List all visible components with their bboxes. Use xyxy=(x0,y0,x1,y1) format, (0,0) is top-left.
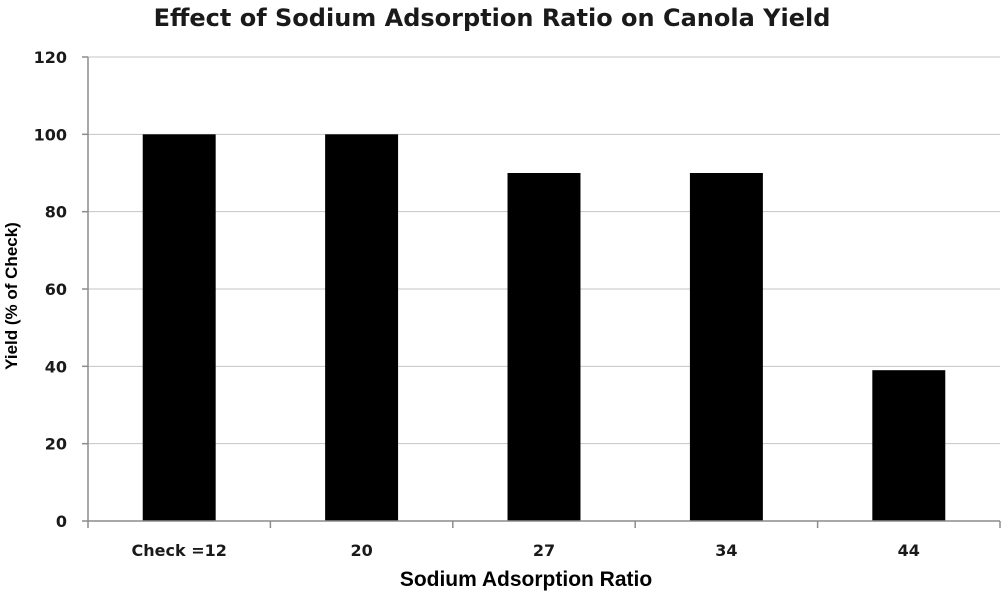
chart-title: Effect of Sodium Adsorption Ratio on Can… xyxy=(154,4,831,32)
bar-2 xyxy=(507,173,581,521)
x-tick-label: 20 xyxy=(350,541,372,560)
y-axis-label: Yield (% of Check) xyxy=(2,222,21,370)
bar-0 xyxy=(142,134,216,522)
x-tick-label: Check =12 xyxy=(132,541,227,560)
bar-1 xyxy=(325,134,399,522)
y-tick-label: 60 xyxy=(45,280,67,299)
y-tick-label: 80 xyxy=(45,203,67,222)
x-tick-labels: Check =12 20 27 34 44 xyxy=(132,541,920,560)
y-tick-label: 100 xyxy=(34,125,67,144)
y-tick-label: 20 xyxy=(45,435,67,454)
bar-3 xyxy=(689,173,763,521)
x-tick-label: 27 xyxy=(533,541,555,560)
y-tick-label: 40 xyxy=(45,357,67,376)
axes xyxy=(82,56,1001,528)
x-tick-label: 34 xyxy=(715,541,737,560)
y-tick-label: 0 xyxy=(56,512,67,531)
bars xyxy=(142,134,946,522)
x-tick-label: 44 xyxy=(898,541,920,560)
x-axis-label: Sodium Adsorption Ratio xyxy=(400,568,652,591)
y-tick-labels: 0 20 40 60 80 100 120 xyxy=(34,48,67,531)
y-tick-label: 120 xyxy=(34,48,67,67)
bar-4 xyxy=(872,370,946,521)
